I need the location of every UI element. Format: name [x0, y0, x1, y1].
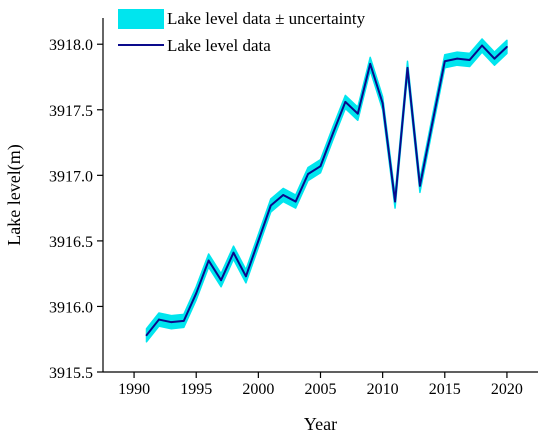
data-point	[282, 194, 285, 196]
data-point	[456, 57, 459, 60]
y-tick-label: 3915.5	[49, 365, 93, 382]
data-point	[182, 319, 185, 322]
data-point	[307, 173, 309, 175]
data-point	[220, 279, 222, 282]
data-point	[257, 239, 260, 242]
data-point	[493, 57, 496, 60]
data-point	[294, 200, 297, 203]
data-point	[481, 44, 483, 47]
data-point	[369, 62, 372, 65]
y-tick-label: 3917.5	[49, 103, 93, 120]
data-point	[506, 45, 508, 48]
data-point	[332, 132, 334, 135]
data-point	[170, 321, 173, 324]
data-point	[207, 259, 210, 262]
y-tick-label: 3916.5	[49, 234, 93, 251]
data-point	[319, 165, 322, 168]
x-tick-label: 2020	[491, 381, 523, 398]
y-tick-label: 3916.0	[49, 299, 93, 316]
data-point	[356, 112, 359, 115]
x-tick-label: 2000	[242, 381, 274, 398]
legend-label: Lake level data	[167, 36, 271, 55]
x-tick-label: 2005	[305, 381, 337, 398]
data-point	[419, 184, 421, 187]
x-tick-label: 2015	[429, 381, 461, 398]
data-point	[195, 292, 198, 295]
data-point	[232, 251, 235, 254]
legend-swatch-band	[118, 9, 164, 29]
legend: Lake level data ± uncertainty Lake level …	[118, 9, 366, 55]
x-tick-label: 1990	[118, 381, 150, 398]
x-tick-label: 1995	[180, 381, 212, 398]
axes: 1990 1995 2000 2005 2010 2015 2020 3915.5 3916.0…	[49, 18, 538, 398]
y-tick-label: 3918.0	[49, 37, 93, 54]
y-tick-label: 3917.0	[49, 168, 93, 185]
data-point	[245, 275, 247, 278]
legend-label: Lake level data ± uncertainty	[167, 9, 366, 28]
data-point	[394, 200, 396, 203]
y-axis-title: Lake level(m)	[4, 144, 25, 245]
uncertainty-band	[145, 38, 508, 343]
data-point	[431, 121, 434, 124]
x-tick-label: 2010	[367, 381, 399, 398]
data-point	[269, 204, 272, 207]
series-line	[145, 44, 508, 336]
data-point	[468, 59, 471, 61]
x-axis-title: Year	[304, 414, 337, 434]
plot-area	[145, 38, 508, 343]
data-point	[381, 102, 384, 105]
data-point	[344, 101, 347, 103]
data-point	[158, 318, 160, 321]
data-point	[443, 60, 446, 63]
data-point	[406, 66, 409, 69]
data-point	[145, 334, 148, 337]
